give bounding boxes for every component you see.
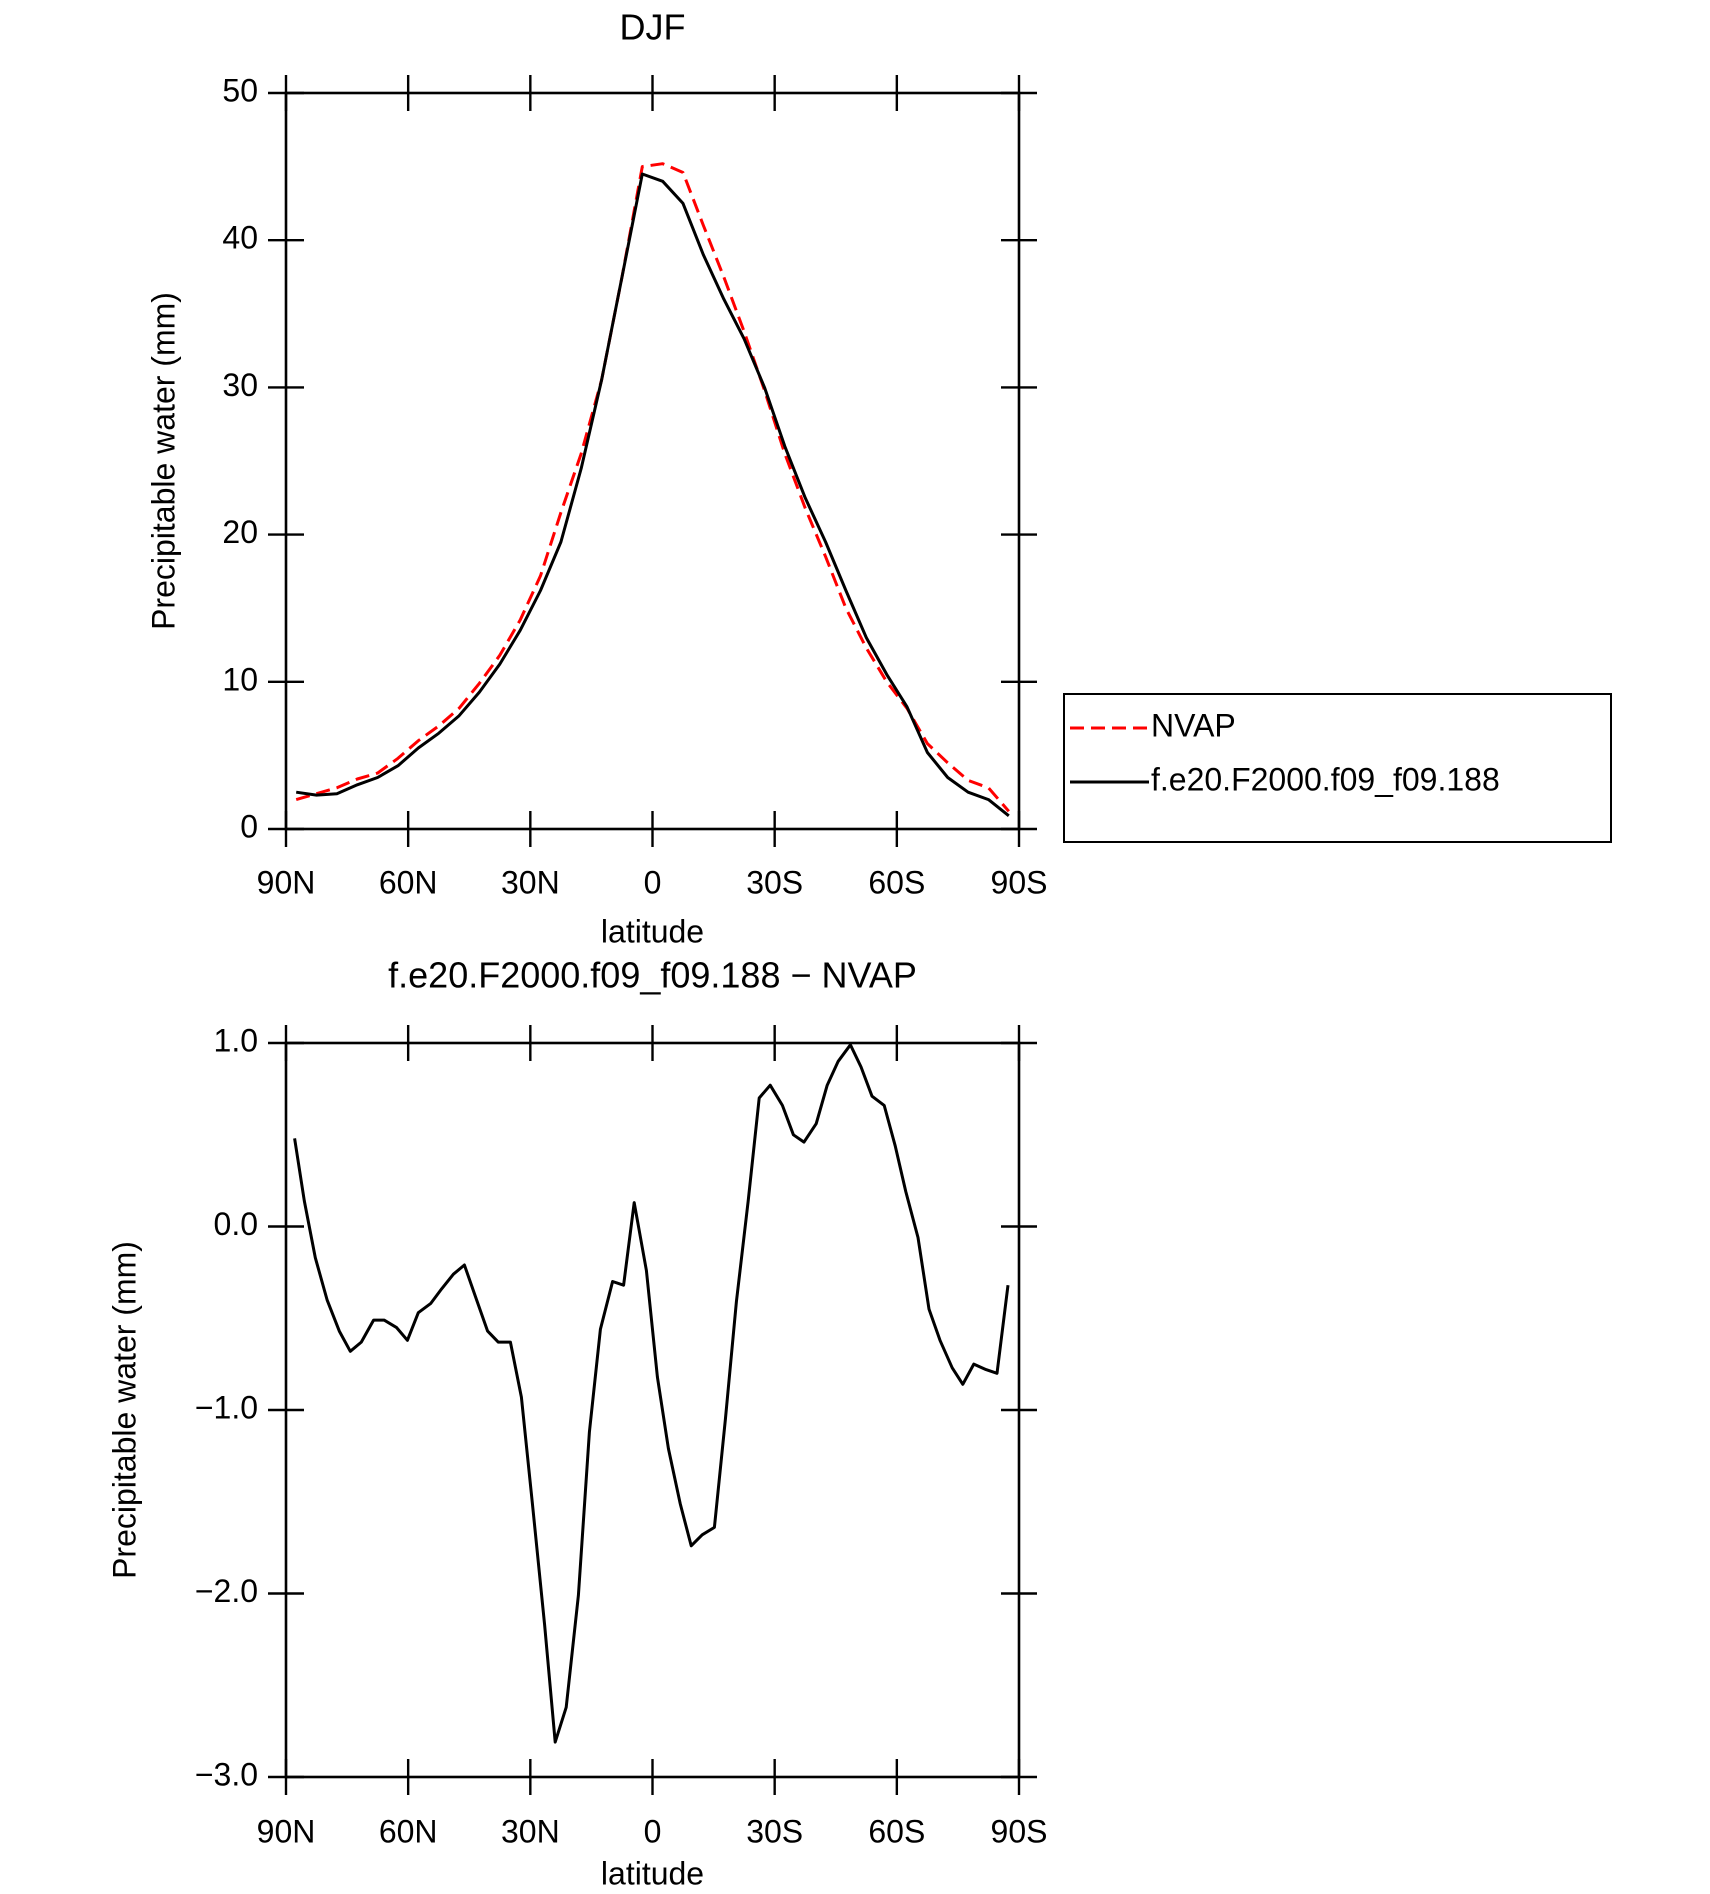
data-line bbox=[295, 162, 1010, 813]
x-tick-label: 60S bbox=[868, 1813, 925, 1849]
y-tick-label: 10 bbox=[222, 661, 258, 697]
chart-title: DJF bbox=[620, 7, 686, 48]
y-axis-label: Precipitable water (mm) bbox=[145, 292, 181, 630]
x-tick-label: 0 bbox=[644, 864, 662, 900]
y-tick-label: 30 bbox=[222, 367, 258, 403]
x-tick-label: 60S bbox=[868, 864, 925, 900]
y-tick-label: 50 bbox=[222, 72, 258, 108]
legend-label: f.e20.F2000.f09_f09.188 bbox=[1151, 761, 1500, 797]
plot-frame bbox=[284, 91, 1021, 831]
x-tick-label: 90S bbox=[991, 864, 1048, 900]
plot-frame bbox=[284, 1041, 1021, 1779]
x-tick-label: 30S bbox=[746, 864, 803, 900]
x-axis-label: latitude bbox=[601, 1855, 704, 1891]
x-tick-label: 90S bbox=[991, 1813, 1048, 1849]
x-axis-label: latitude bbox=[601, 913, 704, 949]
y-tick-label: −3.0 bbox=[195, 1756, 258, 1792]
x-tick-label: 60N bbox=[379, 1813, 438, 1849]
x-tick-label: 0 bbox=[644, 1813, 662, 1849]
x-tick-label: 90N bbox=[257, 1813, 316, 1849]
x-tick-label: 90N bbox=[257, 864, 316, 900]
y-tick-label: −2.0 bbox=[195, 1573, 258, 1609]
y-tick-label: −1.0 bbox=[195, 1389, 258, 1425]
legend-box bbox=[1063, 693, 1612, 843]
y-axis-label: Precipitable water (mm) bbox=[106, 1241, 142, 1579]
x-tick-label: 30N bbox=[501, 1813, 560, 1849]
y-tick-label: 0.0 bbox=[214, 1206, 258, 1242]
x-tick-label: 30S bbox=[746, 1813, 803, 1849]
data-line bbox=[295, 172, 1010, 817]
y-tick-label: 0 bbox=[240, 808, 258, 844]
x-tick-label: 30N bbox=[501, 864, 560, 900]
data-line bbox=[293, 1043, 1010, 1744]
chart-title: f.e20.F2000.f09_f09.188 − NVAP bbox=[388, 955, 917, 996]
y-tick-label: 1.0 bbox=[214, 1022, 258, 1058]
y-tick-label: 20 bbox=[222, 514, 258, 550]
legend-label: NVAP bbox=[1151, 707, 1236, 743]
y-tick-label: 40 bbox=[222, 220, 258, 256]
x-tick-label: 60N bbox=[379, 864, 438, 900]
